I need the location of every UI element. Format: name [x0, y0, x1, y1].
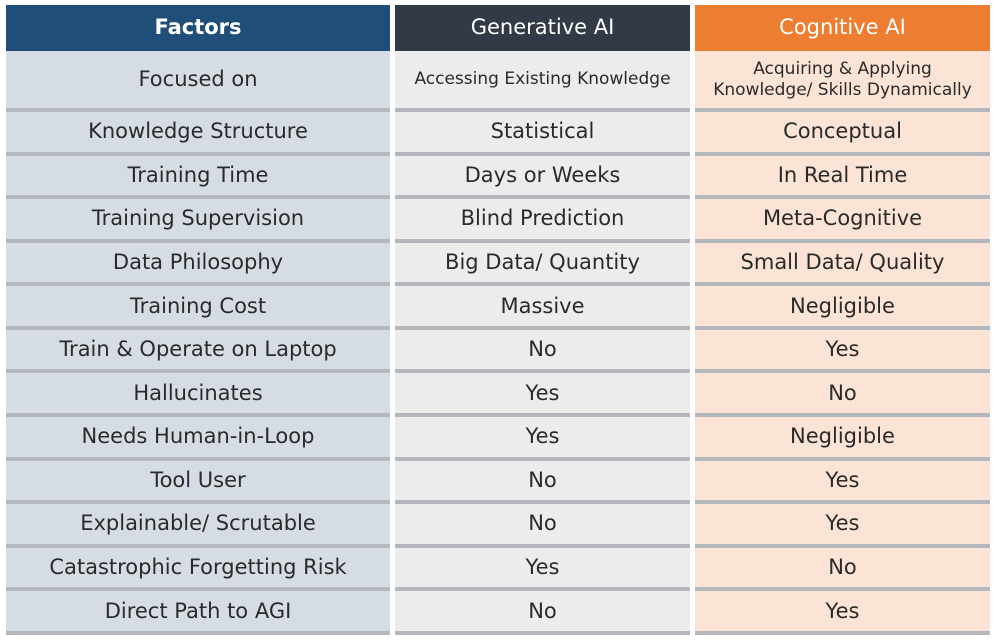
generative-cell: Big Data/ Quantity — [395, 242, 690, 287]
cognitive-cell: Meta-Cognitive — [695, 199, 990, 243]
generative-cell: Days or Weeks — [395, 155, 690, 200]
header-factors: Factors — [6, 5, 390, 51]
factor-cell: Training Cost — [6, 286, 390, 330]
generative-cell: Massive — [395, 286, 690, 330]
generative-cell: Yes — [395, 373, 690, 418]
cognitive-cell: No — [695, 547, 990, 592]
generative-cell: No — [395, 591, 690, 635]
factor-cell: Training Time — [6, 155, 390, 200]
cognitive-cell: In Real Time — [695, 155, 990, 200]
factor-cell: Data Philosophy — [6, 242, 390, 287]
generative-cell: Yes — [395, 547, 690, 592]
cognitive-cell: Yes — [695, 591, 990, 635]
factor-cell: Train & Operate on Laptop — [6, 329, 390, 374]
factor-cell: Tool User — [6, 460, 390, 505]
cognitive-cell: Negligible — [695, 286, 990, 330]
generative-cell: No — [395, 504, 690, 548]
cognitive-cell: Yes — [695, 329, 990, 374]
factor-cell: Knowledge Structure — [6, 112, 390, 156]
cognitive-cell: Yes — [695, 460, 990, 505]
cognitive-cell: Small Data/ Quality — [695, 242, 990, 287]
cognitive-cell: Negligible — [695, 417, 990, 461]
factor-cell: Needs Human-in-Loop — [6, 417, 390, 461]
comparison-table: Factors Generative AI Cognitive AI Focus… — [6, 5, 990, 635]
cognitive-cell: No — [695, 373, 990, 418]
factor-cell: Focused on — [6, 51, 390, 112]
generative-cell: Blind Prediction — [395, 199, 690, 243]
cognitive-cell: Yes — [695, 504, 990, 548]
factor-cell: Explainable/ Scrutable — [6, 504, 390, 548]
factor-cell: Direct Path to AGI — [6, 591, 390, 635]
generative-cell: Statistical — [395, 112, 690, 156]
generative-cell: No — [395, 460, 690, 505]
header-cognitive-ai: Cognitive AI — [695, 5, 990, 51]
generative-cell: Yes — [395, 417, 690, 461]
cognitive-cell: Acquiring & Applying Knowledge/ Skills D… — [695, 51, 990, 112]
generative-cell: No — [395, 329, 690, 374]
factor-cell: Hallucinates — [6, 373, 390, 418]
factor-cell: Catastrophic Forgetting Risk — [6, 547, 390, 592]
header-generative-ai: Generative AI — [395, 5, 690, 51]
cognitive-cell: Conceptual — [695, 112, 990, 156]
generative-cell: Accessing Existing Knowledge — [395, 51, 690, 112]
factor-cell: Training Supervision — [6, 199, 390, 243]
